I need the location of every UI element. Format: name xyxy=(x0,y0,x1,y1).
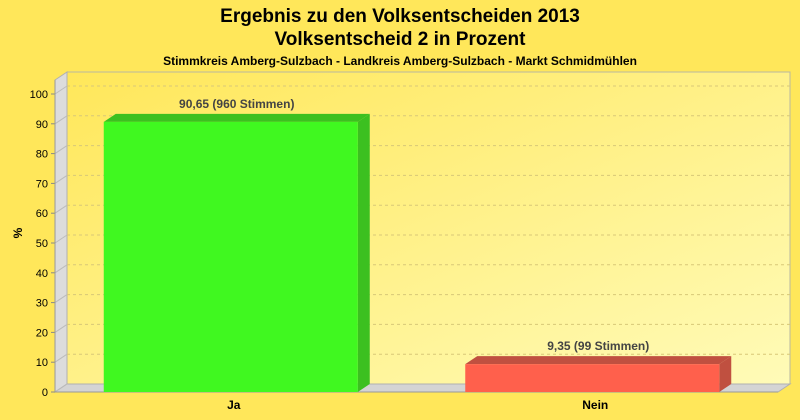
chart-title-2: Volksentscheid 2 in Prozent xyxy=(275,29,527,50)
y-tick-label: 40 xyxy=(36,268,48,280)
bar-nein xyxy=(465,364,720,392)
bar-ja xyxy=(103,121,358,392)
grid-line-side xyxy=(54,115,68,125)
data-label: 90,65 (960 Stimmen) xyxy=(179,97,294,111)
grid-line-side xyxy=(54,234,68,244)
grid-line-side xyxy=(54,323,68,333)
chart-title: Ergebnis zu den Volksentscheiden 2013 xyxy=(220,6,580,27)
y-tick-label: 0 xyxy=(42,387,48,399)
x-tick-label: Nein xyxy=(582,398,608,412)
grid-line-side xyxy=(54,85,68,95)
y-tick-label: 100 xyxy=(30,89,48,101)
grid-line-side xyxy=(54,264,68,274)
grid-line-side xyxy=(54,383,68,393)
grid-line-side xyxy=(54,294,68,304)
chart-subtitle: Stimmkreis Amberg-Sulzbach - Landkreis A… xyxy=(163,54,637,68)
y-tick-label: 20 xyxy=(36,327,48,339)
data-label: 9,35 (99 Stimmen) xyxy=(547,339,649,353)
y-tick-label: 50 xyxy=(36,238,48,250)
y-tick-label: 80 xyxy=(36,149,48,161)
y-tick-label: 30 xyxy=(36,298,48,310)
y-tick-label: 90 xyxy=(36,119,48,131)
grid-line-side xyxy=(54,145,68,155)
grid-line-side xyxy=(54,353,68,363)
y-axis-label: % xyxy=(11,227,25,238)
y-tick-label: 70 xyxy=(36,178,48,190)
grid-line-side xyxy=(54,174,68,184)
bar-top xyxy=(103,113,370,122)
bar-top xyxy=(465,356,732,365)
bar-side xyxy=(357,113,370,392)
bar-side xyxy=(719,356,732,392)
grid-line-side xyxy=(54,204,68,214)
y-tick-label: 60 xyxy=(36,208,48,220)
y-tick-label: 10 xyxy=(36,357,48,369)
x-tick-label: Ja xyxy=(227,398,241,412)
